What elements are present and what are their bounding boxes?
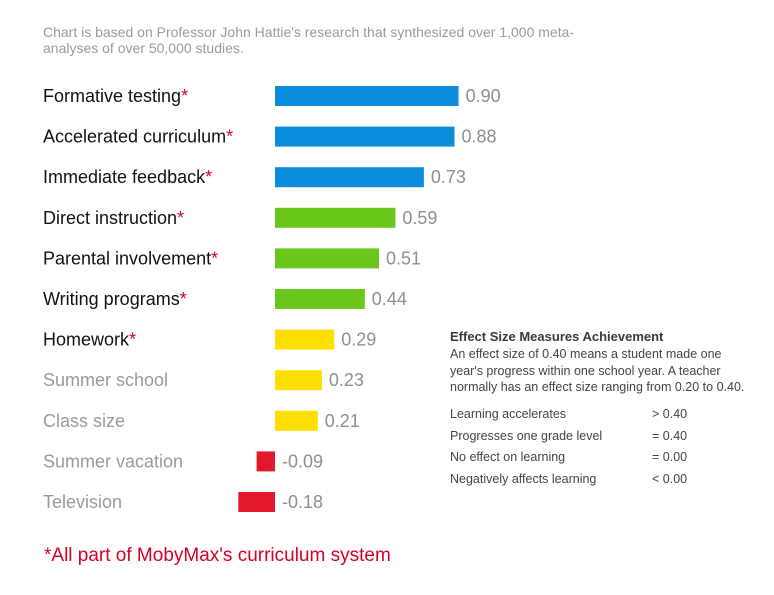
star-marker: * [226,127,233,147]
footnote: *All part of MobyMax's curriculum system [44,545,391,566]
chart-subtitle: Chart is based on Professor John Hattie'… [43,24,575,56]
category-label: Summer school [43,370,168,390]
legend-title: Effect Size Measures Achievement [450,329,664,344]
legend-row-label: Progresses one grade level [450,428,603,443]
star-marker: * [211,248,218,268]
value-label: 0.21 [325,411,360,431]
category-label: Formative testing* [43,86,188,106]
bar [275,329,335,350]
star-marker: * [180,289,187,309]
category-label: Class size [43,411,125,431]
category-label: Television [43,492,122,512]
category-label: Immediate feedback* [43,167,212,187]
bar [275,289,365,309]
legend-row: Progresses one grade level = 0.40 [450,425,750,447]
value-label: 0.88 [462,127,497,147]
legend-description: An effect size of 0.40 means a student m… [450,347,745,394]
legend-row-value: < 0.00 [652,471,688,486]
value-label: 0.59 [402,208,437,228]
bar [275,370,322,391]
value-label: 0.44 [372,289,407,309]
value-label: 0.23 [329,370,364,390]
bar [256,451,275,472]
value-label: -0.09 [282,451,323,471]
legend-rows: Learning accelerates > 0.40 Progresses o… [450,404,750,490]
bar [238,492,275,512]
star-marker: * [177,208,184,228]
category-label: Parental involvement* [43,248,218,268]
value-label: 0.51 [386,248,421,268]
category-label: Accelerated curriculum* [43,127,233,147]
legend-row-value: = 0.00 [652,450,688,465]
category-label: Direct instruction* [43,208,184,228]
category-label: Summer vacation [43,451,183,471]
legend-row-value: > 0.40 [652,407,688,422]
bar [275,86,459,106]
value-label: 0.29 [341,330,376,350]
bar [275,207,396,228]
star-marker: * [205,167,212,187]
legend-row-label: No effect on learning [450,450,566,465]
value-label: 0.73 [431,167,466,187]
legend-row-value: = 0.40 [652,428,688,443]
value-label: -0.18 [282,492,323,512]
bar [275,167,424,188]
bar [275,248,379,269]
star-marker: * [129,330,136,350]
category-label: Writing programs* [43,289,187,309]
legend-row-label: Negatively affects learning [450,471,597,486]
value-label: 0.90 [466,86,501,106]
bar [275,126,455,147]
effect-size-legend: Effect Size Measures Achievement An effe… [450,329,750,490]
legend-row: Negatively affects learning < 0.00 [450,468,750,490]
legend-row: Learning accelerates > 0.40 [450,404,750,426]
category-label: Homework* [43,330,136,350]
star-marker: * [181,86,188,106]
bar [275,410,318,431]
legend-row: No effect on learning = 0.00 [450,447,750,469]
legend-row-label: Learning accelerates [450,407,567,422]
